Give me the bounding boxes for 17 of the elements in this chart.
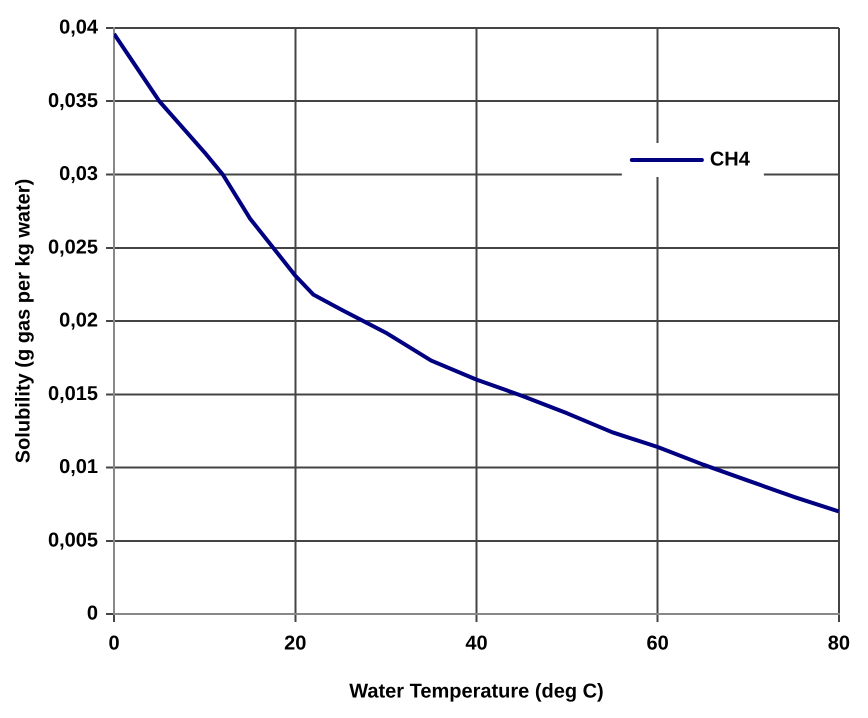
y-tick-label: 0,01 bbox=[59, 456, 98, 478]
x-tick-label: 80 bbox=[828, 632, 850, 655]
legend-label: CH4 bbox=[710, 148, 751, 171]
y-axis-title: Solubility (g gas per kg water) bbox=[12, 178, 35, 464]
y-tick-label: 0,03 bbox=[59, 163, 98, 186]
x-tick-label: 60 bbox=[646, 632, 669, 655]
x-axis-title: Water Temperature (deg C) bbox=[349, 680, 604, 703]
y-tick-label: 0,04 bbox=[59, 16, 99, 39]
y-tick-label: 0 bbox=[86, 602, 98, 625]
y-tick-label: 0,035 bbox=[48, 90, 98, 112]
y-tick-label: 0,025 bbox=[48, 236, 98, 258]
y-tick-label: 0,005 bbox=[48, 529, 98, 552]
y-tick-label: 0,02 bbox=[59, 310, 98, 332]
x-tick-label: 40 bbox=[465, 632, 488, 655]
x-tick-label: 20 bbox=[284, 632, 306, 655]
y-tick-label: 0,015 bbox=[48, 382, 98, 405]
x-tick-label: 0 bbox=[108, 632, 120, 655]
